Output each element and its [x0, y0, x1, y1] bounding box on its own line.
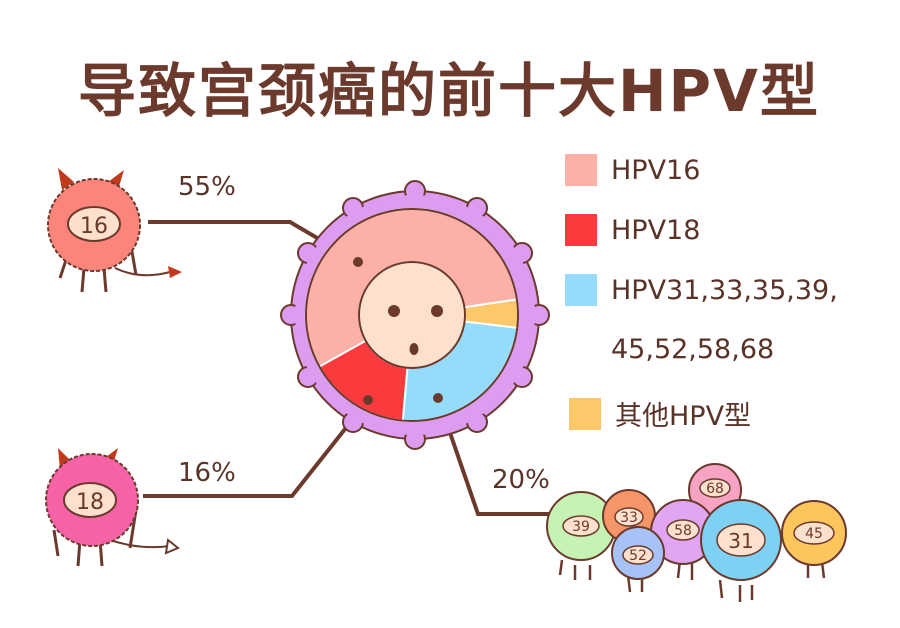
legend-label-hpv16: HPV16 — [611, 154, 701, 186]
face-eye-right — [431, 305, 443, 317]
hpv18-badge: 18 — [76, 490, 104, 515]
leader-line-group — [436, 397, 555, 516]
face-eye-left — [388, 305, 400, 317]
chart-title: 导致宫颈癌的前十大HPV型 — [78, 57, 820, 125]
legend-label-group-cont: 45,52,58,68 — [611, 334, 775, 365]
hpv18-percent-label: 16% — [178, 458, 236, 488]
legend-swatch-hpv18 — [565, 214, 597, 246]
legend-label-hpv18: HPV18 — [611, 214, 701, 246]
badge-33: 33 — [620, 510, 638, 526]
badge-39: 39 — [572, 519, 590, 535]
legend-item-hpv16: HPV16 — [565, 154, 700, 186]
hpv18-monster — [45, 448, 180, 567]
legend-swatch-group — [565, 274, 597, 306]
legend-swatch-hpv16 — [565, 154, 597, 186]
legend-item-group-cont: 45,52,58,68 — [611, 334, 774, 365]
leader-line-hpv18 — [143, 398, 370, 498]
legend-item-group: HPV31,33,35,39, — [565, 274, 838, 306]
badge-68: 68 — [706, 481, 724, 497]
badge-45: 45 — [805, 526, 823, 542]
badge-52: 52 — [629, 548, 647, 564]
group-percent-label: 20% — [492, 465, 550, 495]
badge-58: 58 — [674, 523, 692, 539]
legend-item-other: 其他HPV型 — [569, 394, 751, 433]
face-mouth — [409, 343, 419, 355]
legend-swatch-other — [569, 397, 601, 430]
legend-label-other: 其他HPV型 — [615, 401, 752, 432]
hpv16-monster — [47, 168, 182, 293]
hpv16-badge: 16 — [80, 214, 108, 239]
hpv16-percent-label: 55% — [178, 172, 236, 202]
donut-slices — [304, 207, 519, 422]
legend-label-group: HPV31,33,35,39, — [611, 274, 838, 306]
badge-31: 31 — [728, 529, 753, 553]
legend-item-hpv18: HPV18 — [565, 214, 700, 246]
